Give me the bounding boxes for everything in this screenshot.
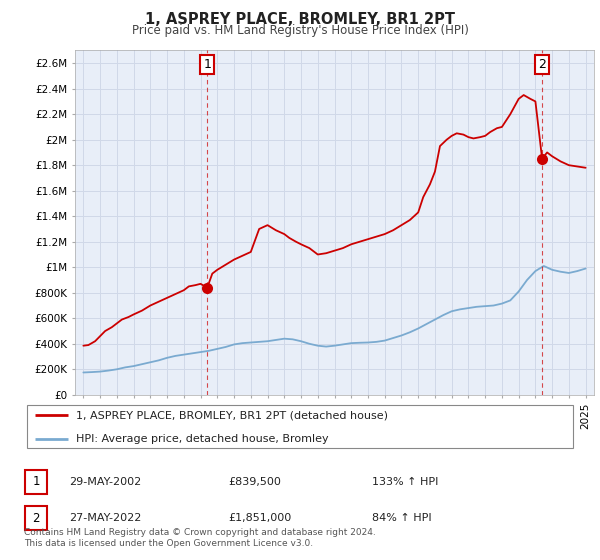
Text: HPI: Average price, detached house, Bromley: HPI: Average price, detached house, Brom… bbox=[76, 434, 329, 444]
Text: 84% ↑ HPI: 84% ↑ HPI bbox=[372, 513, 431, 523]
FancyBboxPatch shape bbox=[25, 506, 47, 530]
Text: Contains HM Land Registry data © Crown copyright and database right 2024.
This d: Contains HM Land Registry data © Crown c… bbox=[24, 528, 376, 548]
Text: 1, ASPREY PLACE, BROMLEY, BR1 2PT (detached house): 1, ASPREY PLACE, BROMLEY, BR1 2PT (detac… bbox=[76, 410, 388, 420]
Text: 1: 1 bbox=[203, 58, 211, 71]
FancyBboxPatch shape bbox=[27, 405, 573, 449]
Text: 2: 2 bbox=[32, 511, 40, 525]
Text: 2: 2 bbox=[538, 58, 546, 71]
Text: 27-MAY-2022: 27-MAY-2022 bbox=[69, 513, 142, 523]
Text: Price paid vs. HM Land Registry's House Price Index (HPI): Price paid vs. HM Land Registry's House … bbox=[131, 24, 469, 37]
Text: £839,500: £839,500 bbox=[228, 477, 281, 487]
Text: 29-MAY-2002: 29-MAY-2002 bbox=[69, 477, 141, 487]
Text: 1: 1 bbox=[32, 475, 40, 488]
Text: 133% ↑ HPI: 133% ↑ HPI bbox=[372, 477, 439, 487]
FancyBboxPatch shape bbox=[25, 469, 47, 494]
Text: £1,851,000: £1,851,000 bbox=[228, 513, 291, 523]
Text: 1, ASPREY PLACE, BROMLEY, BR1 2PT: 1, ASPREY PLACE, BROMLEY, BR1 2PT bbox=[145, 12, 455, 27]
